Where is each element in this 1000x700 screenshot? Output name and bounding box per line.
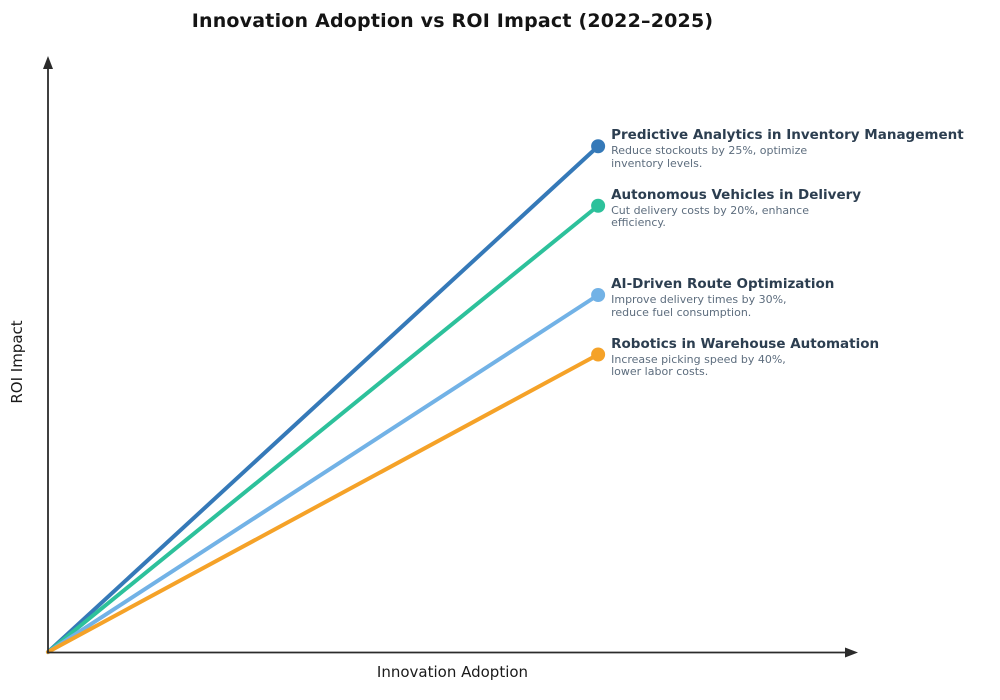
- series-endpoint-dot: [591, 198, 606, 213]
- series-endpoint-dot: [591, 139, 606, 154]
- y-axis-label: ROI Impact: [8, 320, 26, 404]
- series-annotation: Autonomous Vehicles in Delivery Cut deli…: [611, 187, 861, 230]
- series-endpoint-dot: [591, 288, 606, 302]
- annotation-title: Predictive Analytics in Inventory Manage…: [611, 127, 964, 144]
- series-annotation: Predictive Analytics in Inventory Manage…: [611, 127, 964, 170]
- series-layer: [46, 139, 606, 654]
- annotation-desc-line: inventory levels.: [611, 156, 703, 170]
- series-line: [46, 293, 601, 654]
- annotation-desc-line: lower labor costs.: [611, 365, 709, 378]
- series-line: [46, 203, 601, 654]
- annotation-desc-line: reduce fuel consumption.: [611, 305, 752, 319]
- chart-title: Innovation Adoption vs ROI Impact (2022–…: [191, 10, 714, 32]
- y-axis-arrow-icon: [43, 56, 53, 69]
- annotation-title: Autonomous Vehicles in Delivery: [611, 186, 862, 203]
- series-line: [46, 144, 601, 654]
- x-axis-label: Innovation Adoption: [376, 663, 529, 681]
- annotation-desc-line: Improve delivery times by 30%,: [611, 293, 787, 306]
- annotation-desc-line: Reduce stockouts by 25%, optimize: [611, 144, 808, 158]
- series-line: [46, 352, 601, 654]
- x-axis-arrow-icon: [845, 647, 858, 658]
- series-annotation: AI-Driven Route Optimization Improve del…: [611, 276, 834, 319]
- series-annotation: Robotics in Warehouse Automation Increas…: [611, 336, 879, 379]
- annotation-title: AI-Driven Route Optimization: [611, 276, 835, 292]
- annotation-title: Robotics in Warehouse Automation: [611, 335, 880, 352]
- axes-layer: [43, 56, 858, 658]
- series-endpoint-dot: [591, 347, 606, 362]
- annotation-desc-line: Cut delivery costs by 20%, enhance: [611, 203, 809, 217]
- annotation-desc-line: efficiency.: [611, 216, 666, 230]
- annotation-desc-line: Increase picking speed by 40%,: [611, 352, 786, 366]
